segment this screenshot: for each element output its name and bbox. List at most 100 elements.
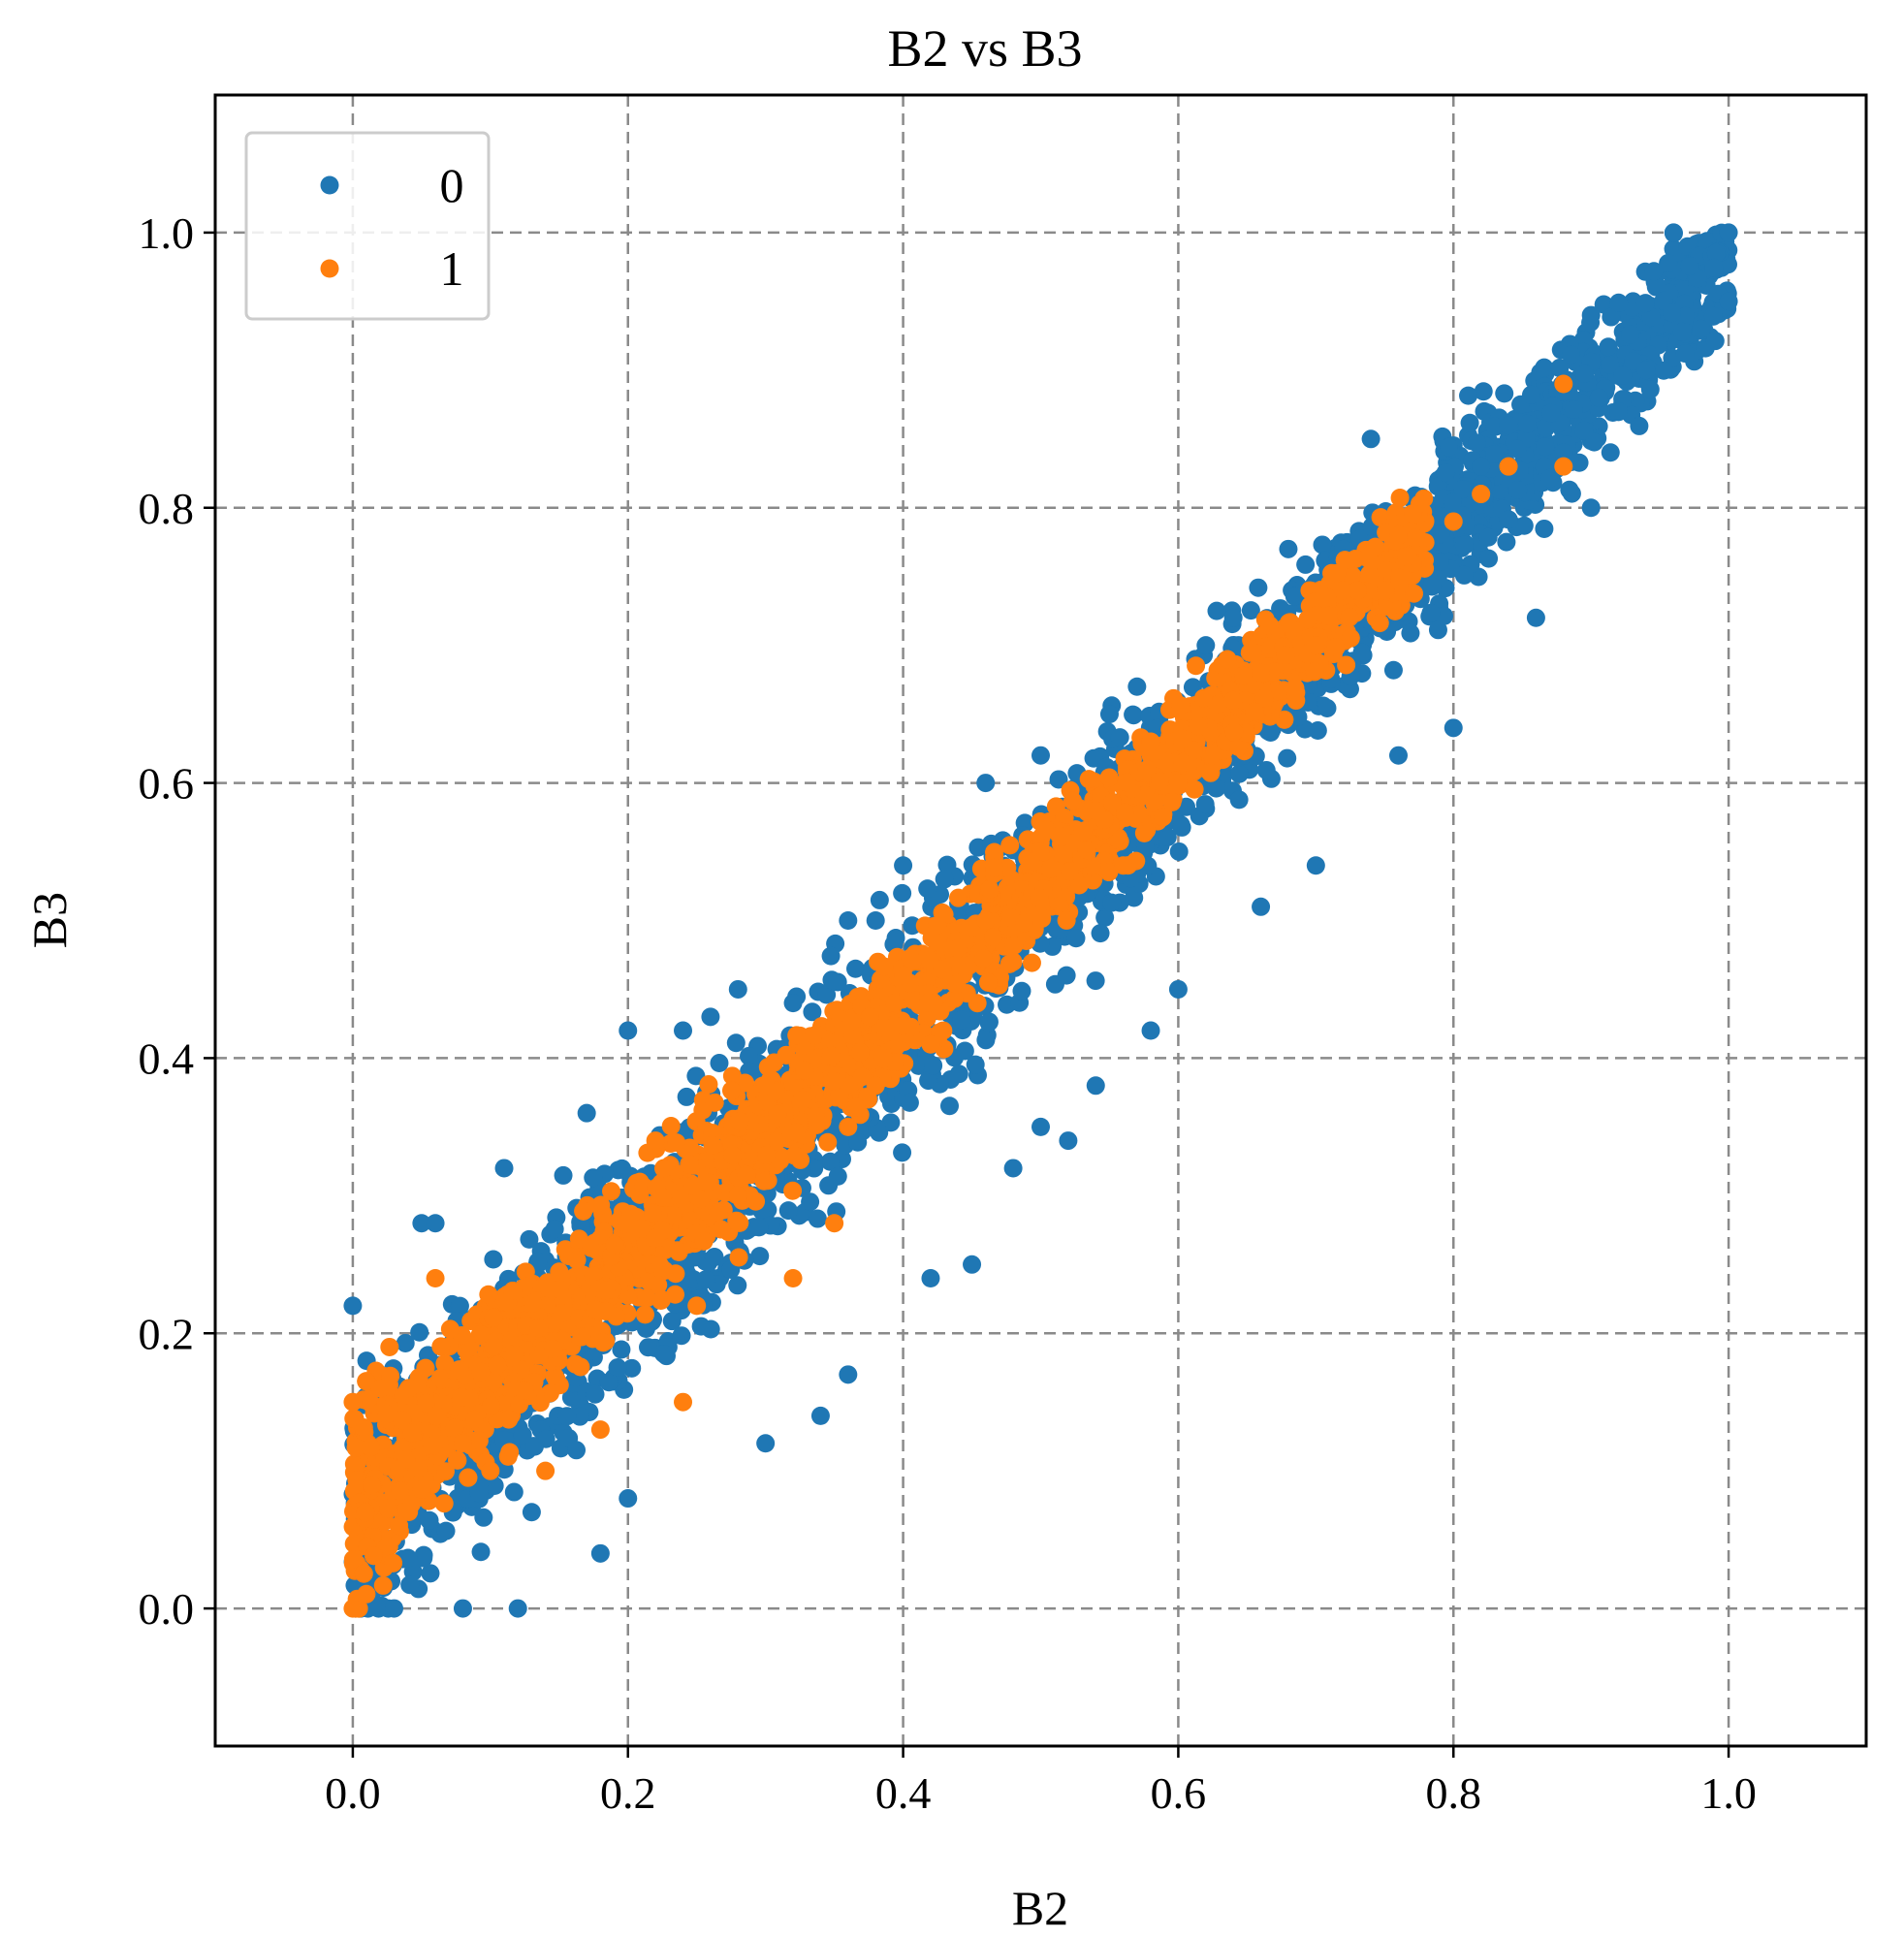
- series-1-point: [737, 1165, 756, 1185]
- y-tick-label: 0.0: [139, 1584, 195, 1634]
- series-0-point: [436, 1521, 456, 1541]
- series-0-point: [1554, 443, 1573, 462]
- series-0-point: [639, 1338, 658, 1357]
- series-1-point: [515, 1381, 534, 1400]
- series-0-point: [966, 1055, 985, 1074]
- series-0-point: [662, 1312, 682, 1331]
- series-0-point: [1169, 842, 1189, 861]
- series-1-point: [1061, 862, 1080, 881]
- series-1-point: [705, 1093, 724, 1112]
- series-0-point: [1706, 243, 1726, 263]
- series-0-point: [1659, 254, 1678, 273]
- series-0-point: [1479, 549, 1499, 568]
- series-0-point: [1012, 981, 1031, 1001]
- series-1-point: [875, 1018, 895, 1037]
- series-1-point: [980, 879, 1000, 899]
- series-1-point: [1099, 862, 1119, 881]
- series-0-point: [677, 1087, 696, 1106]
- series-1-point: [1306, 636, 1325, 655]
- series-1-point: [904, 990, 923, 1009]
- series-0-point: [619, 1489, 638, 1509]
- series-1-point: [482, 1396, 501, 1415]
- series-0-point: [1541, 403, 1561, 423]
- legend-marker-1: [320, 259, 339, 278]
- series-0-point: [1249, 578, 1268, 597]
- series-0-point: [1497, 532, 1516, 552]
- series-0-point: [1574, 421, 1594, 440]
- series-1-point: [1284, 620, 1303, 640]
- series-0-point: [599, 1373, 619, 1392]
- series-1-point: [1079, 770, 1098, 789]
- series-1-point: [944, 989, 964, 1008]
- series-0-point: [894, 856, 913, 875]
- series-1-point: [1337, 655, 1356, 675]
- series-1-point: [746, 1191, 766, 1211]
- series-1-point: [651, 1256, 670, 1276]
- series-0-point: [1601, 443, 1620, 462]
- series-1-point: [921, 1034, 940, 1054]
- series-0-point: [672, 1326, 691, 1346]
- series-0-point: [1196, 636, 1216, 655]
- series-0-point: [528, 1252, 548, 1271]
- series-1-point: [730, 1112, 749, 1131]
- series-1-point: [1189, 716, 1208, 736]
- series-1-point: [1260, 616, 1280, 635]
- series-0-point: [728, 979, 747, 999]
- series-1-point: [343, 1549, 363, 1569]
- series-0-point: [1031, 1117, 1050, 1136]
- series-1-point: [894, 966, 913, 985]
- series-0-point: [612, 1340, 631, 1359]
- plot-frame: [213, 93, 1868, 1748]
- series-0-point: [577, 1103, 596, 1123]
- x-tick-label: 0.0: [325, 1768, 381, 1818]
- series-0-point: [1279, 539, 1298, 558]
- series-0-point: [1640, 380, 1660, 399]
- series-0-point: [384, 1599, 403, 1618]
- series-1-point: [793, 1090, 812, 1109]
- series-1-point: [1406, 528, 1425, 548]
- series-1-point: [1223, 690, 1243, 710]
- series-1-point: [605, 1235, 624, 1255]
- series-0-point: [1306, 856, 1325, 875]
- series-1-point: [1102, 793, 1122, 812]
- series-1-point: [825, 1071, 844, 1091]
- series-0-point: [1537, 418, 1556, 437]
- series-1-point: [874, 957, 894, 976]
- series-1-point: [1254, 688, 1274, 708]
- series-1-point: [1341, 628, 1360, 648]
- series-0-point: [557, 1407, 577, 1426]
- series-0-point: [900, 1093, 919, 1112]
- series-1-point: [348, 1475, 367, 1494]
- series-0-point: [1540, 468, 1560, 488]
- series-1-point: [1057, 910, 1076, 930]
- series-0-point: [368, 1599, 388, 1618]
- series-1-point: [1264, 662, 1284, 682]
- series-1-point: [484, 1308, 503, 1327]
- series-0-point: [1521, 385, 1540, 404]
- series-0-point: [586, 1384, 605, 1404]
- series-1-point: [665, 1285, 684, 1304]
- series-0-point: [979, 1013, 999, 1033]
- series-1-point: [667, 1133, 686, 1153]
- series-1-point: [698, 1173, 717, 1192]
- series-1-point: [785, 1146, 805, 1165]
- series-0-point: [1564, 399, 1583, 419]
- series-0-point: [1490, 480, 1509, 499]
- series-1-point: [652, 1188, 672, 1207]
- series-1-point: [1168, 774, 1188, 793]
- series-1-point: [1031, 842, 1050, 862]
- series-0-point: [1421, 603, 1441, 622]
- series-0-point: [846, 959, 866, 978]
- series-0-point: [1195, 795, 1215, 814]
- series-1-point: [459, 1468, 478, 1487]
- series-0-point: [955, 1041, 974, 1061]
- series-1-point: [357, 1372, 376, 1391]
- series-0-point: [705, 1248, 724, 1267]
- series-0-point: [783, 994, 803, 1013]
- series-1-point: [380, 1337, 399, 1356]
- series-1: [343, 374, 1573, 1618]
- series-1-point: [637, 1288, 656, 1308]
- series-0-point: [1507, 439, 1527, 459]
- series-1-point: [453, 1434, 472, 1453]
